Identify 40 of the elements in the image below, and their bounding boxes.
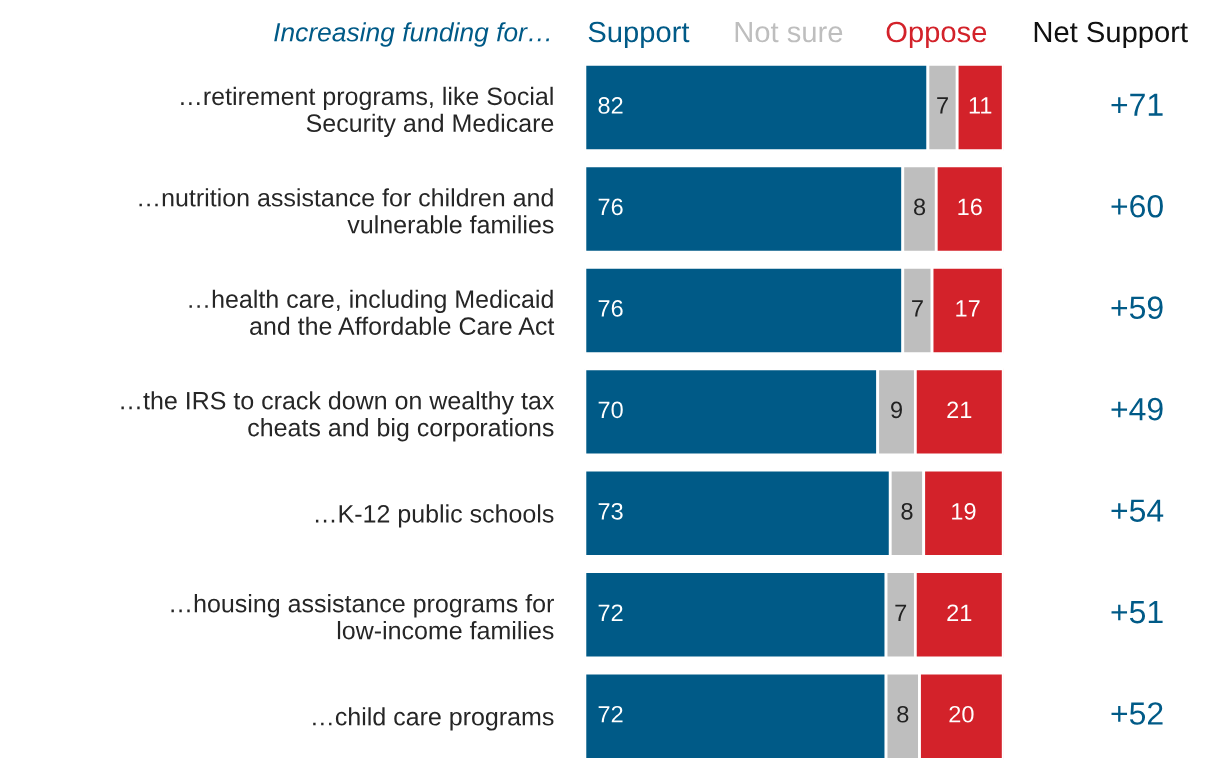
series-label: Support [588,21,690,49]
y-tick-label: …child care programs [313,707,554,731]
data-label: 76 [598,198,623,216]
text: Net Support [1034,21,1188,49]
data-label: 7 [937,97,948,114]
data-label: 8 [897,705,909,723]
text: Not sure [735,21,843,43]
data-label: 17 [956,300,980,317]
y-tick-label: …K-12 public schools [315,504,554,528]
data-label: 70 [598,401,623,419]
text: +54 [1111,499,1164,522]
data-label: 7 [912,300,923,317]
y-tick-label: …health care, including Medicaid and the Affordable Care Act [189,289,555,335]
data-label: 21 [947,604,972,621]
chart-title: Increasing funding for… [274,22,550,47]
data-label: 8 [901,502,913,520]
text: +51 [1111,601,1163,624]
data-label: 21 [947,401,972,418]
data-label: 19 [952,502,976,520]
y-tick-label: …housing assistance programs for low-income families [171,594,554,640]
data-label: 73 [598,502,623,520]
data-label: 7 [895,604,907,621]
text: +49 [1111,397,1163,421]
data-label: 20 [949,705,974,723]
y-tick-label: …the IRS to crack down on wealthy tax cheats and big corporations [121,391,555,442]
data-label: 72 [598,604,623,621]
data-label: 76 [598,300,623,317]
data-label: 72 [598,705,623,723]
series-label: Oppose [886,21,987,49]
data-label: 16 [958,198,982,216]
y-tick-label: …retirement programs, like Social Security and Medicare [181,86,554,138]
text: +71 [1111,93,1163,116]
data-label: 8 [914,198,926,216]
text: +59 [1111,296,1163,319]
y-tick-label: …nutrition assistance for children and vulnerable families [139,188,554,234]
text: +52 [1111,702,1163,725]
data-label: 9 [891,401,902,419]
text: +60 [1111,194,1163,218]
data-label: 82 [598,97,623,114]
data-label: 11 [969,97,992,114]
